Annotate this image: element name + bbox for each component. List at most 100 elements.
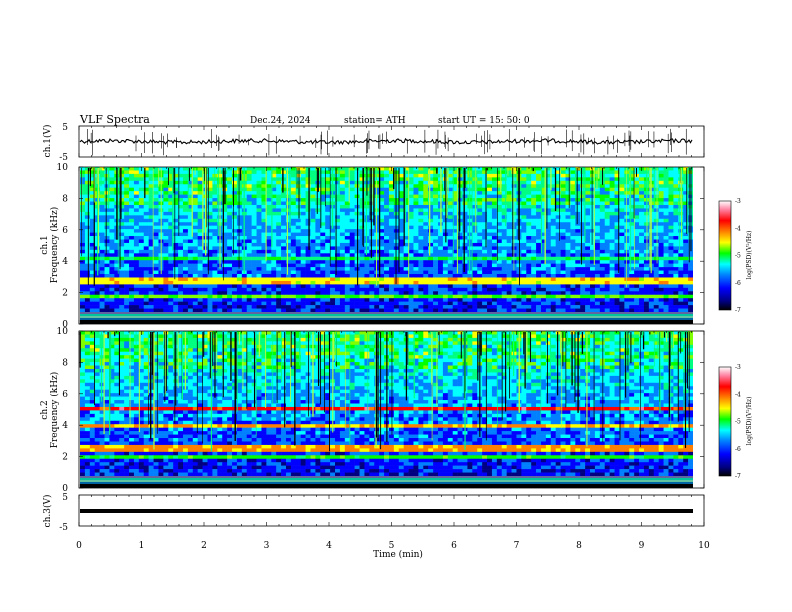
spec-cell [271,284,277,289]
spec-cell [192,274,198,278]
spec-cell [536,208,542,213]
spec-cell [545,173,552,178]
spec-cell [124,211,130,216]
spec-cell [232,208,238,213]
spec-cell [266,249,272,254]
spec-cell [506,229,512,233]
spec-cell [94,294,100,299]
spec-cell [545,180,552,185]
spec-cell [89,187,96,192]
spec-cell [663,263,669,268]
spec-cell [526,256,532,261]
spec-cell [335,222,341,226]
spec-cell [403,274,409,278]
spec-cell [619,260,625,264]
spec-cell [256,263,262,268]
spec-cell [80,211,86,216]
spec-cell [668,277,674,282]
spec-cell [217,274,223,278]
spec-cell [575,274,581,278]
spec-cell [398,294,404,299]
spec-cell [89,284,96,289]
spec-cell [643,222,650,226]
spec-cell [222,274,228,278]
spec-cell [423,267,429,271]
spec-cell [300,246,306,251]
spec-cell [271,173,277,178]
spec-cell [531,253,537,258]
spec-cell [619,173,625,178]
spec-cell [418,298,424,302]
spec-cell [315,298,321,302]
spec-cell [256,177,262,182]
spec-cell [678,249,684,254]
spec-cell [119,191,125,195]
spec-cell [634,274,640,278]
spec-cell [276,201,282,206]
spec-cell [379,173,385,178]
spec-cell [163,253,169,258]
spec-cell [290,173,297,178]
spec-cell [550,215,556,220]
spec-cell [178,242,184,247]
spec-cell [585,236,591,240]
spec-cell [683,287,689,292]
spec-cell [192,184,198,189]
spec-cell [531,291,537,296]
spec-cell [246,208,252,213]
spec-cell [472,249,478,254]
spec-cell [457,280,463,285]
spec-cell [251,260,257,264]
spec-cell [236,263,243,268]
spec-cell [545,256,552,261]
spec-cell [207,242,213,247]
spec-cell [320,194,326,199]
spec-cell [398,191,404,195]
spec-cell [388,270,395,275]
spec-cell [643,287,650,292]
spec-cell [315,198,321,202]
spec-cell [359,236,365,240]
spec-cell [163,170,169,175]
spec-cell [173,198,179,202]
spec-cell [604,277,610,282]
spec-cell [433,274,439,278]
spec-cell [398,287,404,292]
spec-cell [521,280,527,285]
spec-cell [325,170,331,175]
spec-cell [683,187,689,192]
spec-cell [276,173,282,178]
spec-cell [673,194,679,199]
spec-cell [266,180,272,185]
spec-cell [403,201,409,206]
spec-cell [266,280,272,285]
spec-cell [629,225,635,230]
spec-cell [339,229,346,233]
spec-cell [369,239,375,244]
spec-cell [619,291,625,296]
spec-cell [428,246,434,251]
spec-cell [452,249,458,254]
spec-cell [192,239,198,244]
spec-cell [99,280,105,285]
spec-cell [325,187,331,192]
spec-cell [629,218,635,223]
spec-cell [212,287,218,292]
spec-cell [143,256,149,261]
spec-cell [212,211,218,216]
spec-cell [89,167,96,171]
spec-cell [629,239,635,244]
spec-cell [663,253,669,258]
spec-cell [614,177,620,182]
spec-cell [531,270,537,275]
spec-cell [594,253,601,258]
spec-cell [477,249,483,254]
spec-cell [408,294,414,299]
spec-cell [148,194,154,199]
spec-cell [516,218,522,223]
spec-cell [315,287,321,292]
spec-cell [491,194,498,199]
spec-cell [173,256,179,261]
spec-cell [408,225,414,230]
